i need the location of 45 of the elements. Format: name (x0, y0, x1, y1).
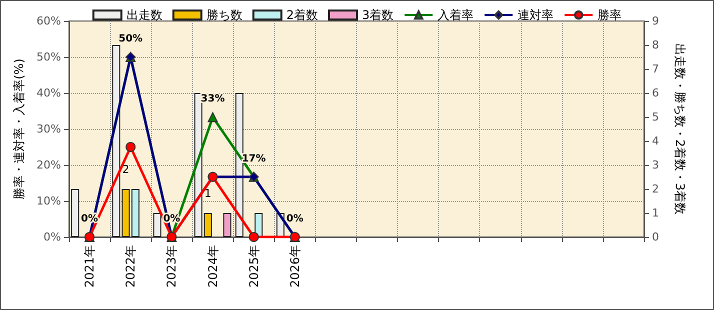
point (208, 112, 218, 122)
y2-tick-label: 4 (652, 134, 659, 148)
bar (71, 189, 80, 237)
bar (112, 45, 120, 237)
bar (235, 93, 244, 237)
y-tick-label: 20% (36, 158, 61, 172)
legend-label: 勝率 (598, 8, 622, 22)
y-tick-label: 10% (36, 194, 61, 208)
y2-tick-label: 3 (652, 158, 659, 172)
bar (223, 213, 232, 237)
data-label: 1 (204, 187, 212, 200)
y2-tick-label: 2 (652, 182, 659, 196)
y-tick-label: 30% (36, 122, 61, 136)
x-tick-label: 2025年 (246, 245, 261, 288)
legend-label: 入着率 (438, 8, 474, 22)
y2-tick-label: 8 (652, 38, 659, 52)
y-tick-label: 60% (36, 14, 61, 28)
bar (153, 213, 162, 237)
legend-label: 連対率 (518, 8, 554, 22)
y2-axis-title: 出走数・勝ち数・2着数・3着数 (673, 43, 687, 215)
point (248, 232, 259, 242)
y-tick-label: 50% (36, 50, 61, 64)
legend-label: 2着数 (286, 8, 318, 22)
y-tick-label: 40% (36, 86, 61, 100)
x-tick-label: 2023年 (164, 245, 179, 288)
data-label: 50% (118, 34, 143, 44)
legend-label: 出走数 (126, 8, 162, 22)
x-tick-label: 2024年 (206, 245, 220, 288)
legend-label: 勝ち数 (206, 8, 242, 22)
y2-tick-label: 6 (652, 86, 659, 100)
y2-tick-label: 5 (652, 110, 659, 124)
y2-tick-label: 0 (652, 230, 659, 244)
y2-tick-label: 1 (652, 206, 659, 220)
y-tick-label: 0% (44, 230, 61, 244)
bar (254, 213, 263, 237)
data-label: 0% (286, 214, 304, 224)
x-tick-label: 2021年 (82, 245, 97, 288)
legend-label: 3着数 (362, 8, 394, 22)
point (126, 142, 136, 152)
y2-tick-label: 9 (652, 14, 659, 28)
y2-tick-label: 7 (652, 62, 659, 76)
y-axis-title: 勝率・連対率・入着率(%) (12, 58, 26, 200)
data-label: 2 (122, 163, 130, 176)
x-tick-label: 2022年 (124, 245, 138, 288)
x-tick-label: 2026年 (288, 245, 302, 288)
